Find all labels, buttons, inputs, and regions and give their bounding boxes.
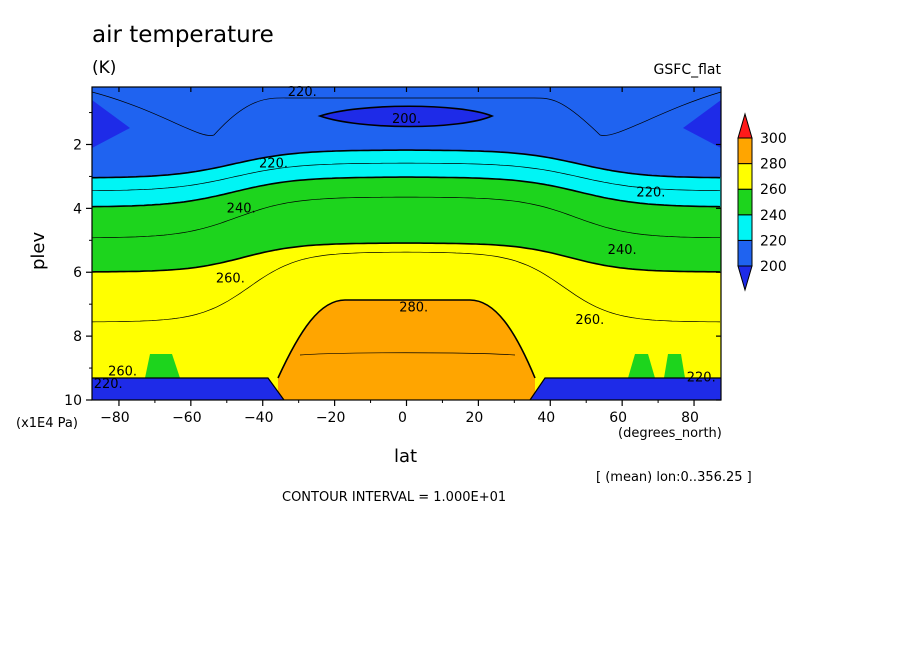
surface-block-right — [530, 378, 721, 400]
x-axis-label: lat — [394, 446, 418, 467]
contour-200 — [317, 105, 495, 128]
colorbar-label: 260 — [760, 182, 787, 198]
y-tick-label: 10 — [64, 393, 82, 409]
colorbar-label: 280 — [760, 157, 787, 173]
chart-units: (K) — [92, 58, 117, 78]
contour-labels: 220.200.220.240.260.280.220.240.260.220.… — [94, 85, 716, 392]
surface-block-left — [92, 378, 284, 400]
colorbar-swatch — [737, 137, 753, 165]
y-tick-label: 6 — [73, 265, 82, 281]
colorbar-label: 200 — [760, 259, 787, 275]
band-below-200-left — [92, 100, 130, 148]
x-tick-label: 0 — [398, 410, 407, 426]
colorbar-swatch — [737, 214, 753, 241]
y-tick-label: 4 — [73, 201, 82, 217]
contour-290 — [299, 352, 516, 356]
band-200-220 — [92, 87, 721, 178]
contour-label: 260. — [108, 364, 137, 379]
x-tick-label: −60 — [172, 410, 202, 426]
contour-210 — [91, 91, 722, 136]
band-below-200-right — [683, 100, 721, 148]
colorbar-label: 220 — [760, 233, 787, 249]
chart-title: air temperature — [92, 22, 274, 48]
x-axis-units: (degrees_north) — [618, 426, 722, 441]
contour-label: 220. — [288, 85, 317, 100]
y-axis-label: plev — [28, 231, 49, 270]
mean-note: [ (mean) lon:0..356.25 ] — [596, 470, 752, 485]
contour-label: 280. — [399, 300, 428, 315]
colorbar-swatch — [737, 188, 753, 216]
colorbar-arrow-top — [737, 112, 753, 139]
band-280-300 — [278, 300, 535, 400]
band-below-200-center — [320, 106, 492, 127]
contour-label: 240. — [227, 201, 256, 216]
y-axis-units: (x1E4 Pa) — [16, 416, 78, 431]
colorbar-arrow-bottom — [737, 265, 753, 292]
contour-label: 260. — [216, 272, 245, 287]
contour-label: 220. — [687, 371, 716, 386]
contour-label: 240. — [608, 243, 637, 258]
polar-bump-right-a — [628, 354, 655, 378]
contour-220 — [92, 149, 721, 179]
contour-label: 220. — [636, 185, 665, 200]
chart-source: GSFC_flat — [653, 62, 721, 78]
colorbar-label: 240 — [760, 208, 787, 224]
contour-label: 220. — [259, 157, 288, 172]
y-tick-label: 8 — [73, 329, 82, 345]
contour-270 — [91, 251, 721, 323]
contour-260 — [91, 242, 721, 273]
colorbar: 200 220 240 260 280 300 — [737, 112, 787, 292]
contour-230 — [92, 162, 721, 192]
contour-interval: CONTOUR INTERVAL = 1.000E+01 — [282, 490, 507, 505]
band-240-260 — [92, 177, 721, 272]
x-tick-label: 40 — [537, 410, 555, 426]
x-tick-label: −80 — [100, 410, 130, 426]
colorbar-swatch — [737, 163, 753, 190]
contour-280 — [277, 299, 536, 379]
x-tick-label: 60 — [609, 410, 627, 426]
contour-250 — [91, 196, 720, 239]
contour-240 — [91, 176, 721, 208]
contour-fills — [92, 87, 721, 400]
colorbar-label: 300 — [760, 131, 787, 147]
x-tick-label: −40 — [244, 410, 274, 426]
x-tick-label: −20 — [316, 410, 346, 426]
plot-axes: −80 −60 −40 −20 0 20 40 60 80 2 4 6 8 10 — [64, 86, 722, 426]
surface-outline — [92, 377, 721, 401]
x-tick-label: 80 — [681, 410, 699, 426]
contour-label: 260. — [575, 313, 604, 328]
polar-bump-left — [145, 354, 180, 378]
contour-label: 220. — [94, 377, 123, 392]
contour-lines — [91, 91, 722, 401]
x-tick-label: 20 — [465, 410, 483, 426]
contour-label: 200. — [392, 112, 421, 127]
polar-bump-right-b — [664, 354, 685, 378]
colorbar-swatch — [737, 239, 753, 267]
band-220-240 — [92, 150, 721, 207]
y-tick-label: 2 — [73, 137, 82, 153]
